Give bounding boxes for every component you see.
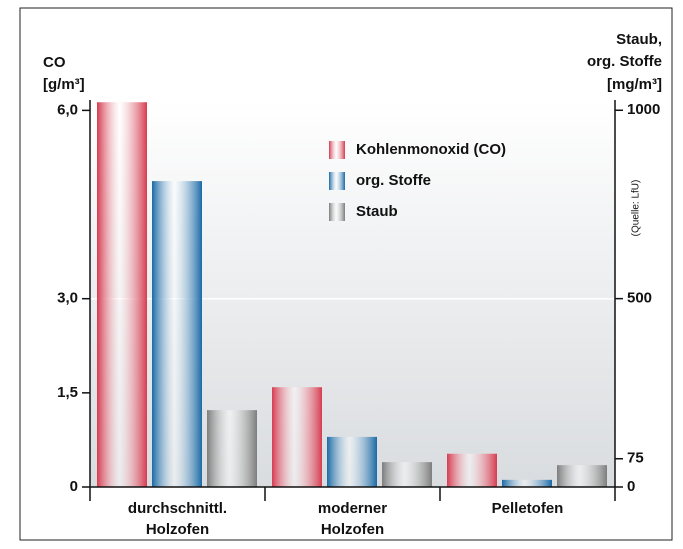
x-tick-label: durchschnittl. — [128, 500, 227, 517]
legend-swatch — [329, 172, 345, 190]
y-axis-label: [g/m³] — [43, 76, 85, 93]
bar — [207, 410, 257, 487]
legend-label: Kohlenmonoxid (CO) — [356, 141, 506, 158]
legend-label: org. Stoffe — [356, 172, 431, 189]
y2-axis-label: [mg/m³] — [607, 76, 662, 93]
x-tick-label: moderner — [318, 500, 387, 517]
bar — [557, 465, 607, 487]
y2-axis-label: org. Stoffe — [587, 53, 662, 70]
y2-tick-label: 500 — [627, 290, 652, 307]
bar — [272, 387, 322, 487]
y2-tick-label: 75 — [627, 450, 644, 467]
y-tick-label: 0 — [70, 478, 78, 495]
y-axis-label: CO — [43, 54, 66, 71]
bar — [152, 181, 202, 487]
x-tick-label: Holzofen — [146, 521, 209, 538]
bar — [447, 453, 497, 487]
y-tick-label: 3,0 — [57, 290, 78, 307]
bar — [382, 462, 432, 487]
legend-label: Staub — [356, 203, 398, 220]
x-tick-label: Pelletofen — [492, 500, 564, 517]
source-note: (Quelle: LfU) — [631, 180, 642, 237]
legend-swatch — [329, 203, 345, 221]
y2-axis-label: Staub, — [616, 31, 662, 48]
y-tick-label: 6,0 — [57, 101, 78, 118]
y2-tick-label: 1000 — [627, 101, 660, 118]
legend-swatch — [329, 141, 345, 159]
bar — [327, 436, 377, 487]
x-tick-label: Holzofen — [321, 521, 384, 538]
y2-tick-label: 0 — [627, 478, 635, 495]
bar — [502, 479, 552, 487]
y-tick-label: 1,5 — [57, 384, 78, 401]
bar — [97, 102, 147, 488]
